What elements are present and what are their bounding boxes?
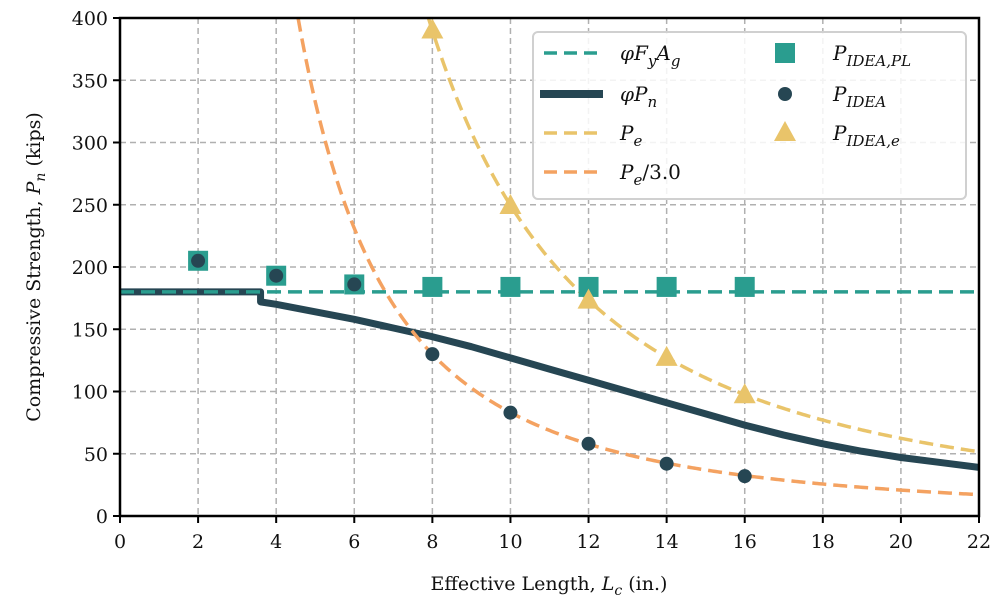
marker-triangle [421, 18, 444, 39]
y-tick-label: 100 [72, 382, 108, 404]
marker-square [500, 276, 521, 297]
marker-circle [269, 268, 284, 283]
x-tick-label: 14 [655, 531, 679, 553]
marker-layer [188, 18, 756, 484]
x-tick-label: 10 [498, 531, 522, 553]
marker-circle [503, 405, 518, 420]
marker-square [734, 276, 755, 297]
legend-item: PIDEA,e [774, 121, 900, 150]
legend-swatch-square [775, 43, 795, 63]
legend-item: PIDEA [778, 82, 886, 111]
x-tick-label: 18 [811, 531, 835, 553]
y-tick-label: 250 [72, 195, 108, 217]
ticks: 0 2 4 6 8 10 12 14 16 18 20 22 0 50 100 150 200 250 300 350… [72, 8, 991, 553]
marker-circle [659, 456, 674, 471]
legend-swatch-triangle [774, 121, 796, 141]
x-tick-label: 2 [192, 531, 204, 553]
x-tick-label: 8 [426, 531, 438, 553]
y-tick-label: 150 [72, 319, 108, 341]
marker-circle [347, 277, 362, 292]
series-line-phiPn [120, 288, 979, 471]
legend-label: φFyAg [620, 41, 680, 70]
marker-circle [191, 253, 206, 268]
legend: φFyAg φPn Pe Pe/3.0 PIDEA,PL PIDEA PIDEA,e [532, 31, 967, 200]
legend-label: Pe [619, 121, 642, 150]
y-tick-label: 50 [84, 444, 108, 466]
x-tick-label: 16 [733, 531, 757, 553]
x-axis-title: Effective Length, Lc (in.) [431, 573, 668, 599]
y-tick-label: 200 [72, 257, 108, 279]
marker-square [578, 276, 599, 297]
legend-item: Pe/3.0 [544, 160, 681, 189]
legend-item: Pe [544, 121, 642, 150]
legend-label: PIDEA [832, 82, 886, 111]
legend-item: φPn [540, 82, 657, 111]
x-tick-label: 0 [114, 531, 126, 553]
marker-triangle [655, 345, 678, 366]
y-tick-label: 350 [72, 70, 108, 92]
legend-label: φPn [620, 82, 657, 111]
legend-label: PIDEA,e [832, 121, 900, 150]
y-tick-label: 0 [96, 506, 108, 528]
x-tick-label: 6 [348, 531, 360, 553]
marker-triangle [577, 288, 600, 309]
series-curve-Pe [426, 18, 979, 454]
legend-label: Pe/3.0 [619, 160, 681, 189]
marker-circle [425, 347, 440, 362]
series-layer [120, 18, 979, 497]
series-curve-Pe3 [296, 18, 978, 497]
marker-square [422, 276, 443, 297]
y-tick-label: 400 [72, 8, 108, 30]
marker-square [656, 276, 677, 297]
legend-item: PIDEA,PL [775, 41, 911, 70]
marker-circle [581, 436, 596, 451]
y-axis-title: Compressive Strength, Pn (kips) [23, 112, 49, 422]
legend-label: PIDEA,PL [832, 41, 911, 70]
x-tick-label: 22 [967, 531, 991, 553]
x-tick-label: 4 [270, 531, 282, 553]
marker-circle [737, 469, 752, 484]
x-tick-label: 20 [889, 531, 913, 553]
legend-item: φFyAg [544, 41, 680, 70]
x-tick-label: 12 [576, 531, 600, 553]
marker-triangle [499, 193, 522, 214]
marker-triangle [733, 383, 756, 404]
y-tick-label: 300 [72, 133, 108, 155]
legend-box [532, 31, 967, 200]
legend-swatch-circle [778, 87, 792, 101]
